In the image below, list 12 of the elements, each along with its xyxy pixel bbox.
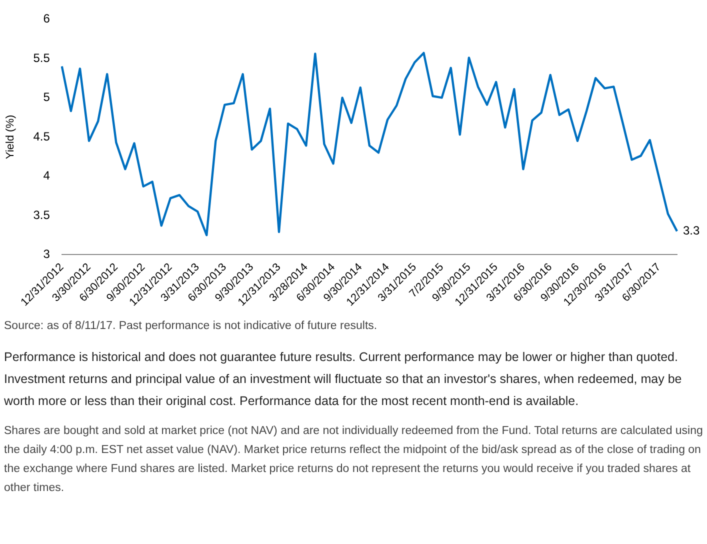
y-tick-label: 4 [43,168,50,183]
y-tick-label: 5.5 [33,50,50,65]
text: Shares are bought and sold at market price (not NAV) and are not individually redeemed from the Fund. Total returns are calculated using the daily 4:00 p.m. EST net asset value (NAV). Market price returns reflect the midpoint of the bid/ask spread as of the close of trading on the exchange where Fund shares are listed. Market price returns do not represent the returns you would receive if you traded shares at other times. [4,424,703,496]
y-tick-label: 4.5 [33,129,50,144]
y-tick-label: 5 [43,90,50,104]
text: Performance is historical and does not guarantee future results. Current performance may be lower or higher than quoted. Investment returns and principal value of an investment will fluctuate so that an investor's shares, when redeemed, may be worth more or less than their original cost. Performance data for the most recent month-end is available. [4,349,683,410]
y-axis-title: Yield (%) [4,114,17,160]
y-tick-label: 3.5 [33,208,50,222]
y-tick-label: 6 [43,12,50,26]
source-note: Source: as of 8/11/17. Past performance is not indicative of future results. [4,319,378,334]
y-tick-label: 3 [43,247,50,262]
data-label: 3.3 [683,223,700,238]
